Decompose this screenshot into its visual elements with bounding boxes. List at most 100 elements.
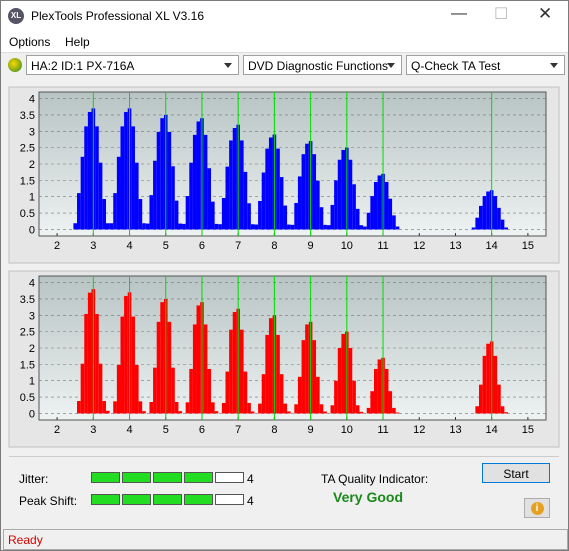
x-tick-label: 14 bbox=[486, 240, 498, 252]
bar bbox=[370, 196, 374, 230]
bar bbox=[373, 368, 378, 414]
bar bbox=[316, 180, 320, 230]
bar bbox=[211, 402, 215, 414]
close[interactable]: ✕ bbox=[538, 4, 553, 23]
y-tick-label: 0.5 bbox=[20, 208, 35, 220]
function-select[interactable]: DVD Diagnostic Functions bbox=[243, 55, 402, 75]
x-tick-label: 8 bbox=[271, 424, 277, 436]
minimize[interactable]: — bbox=[451, 5, 467, 22]
bar bbox=[134, 162, 139, 230]
x-tick-label: 4 bbox=[126, 240, 132, 252]
x-tick-label: 9 bbox=[308, 240, 314, 252]
bar bbox=[254, 224, 259, 230]
bar bbox=[341, 149, 346, 230]
meter-segment bbox=[122, 472, 151, 483]
bar bbox=[334, 380, 338, 414]
bar bbox=[218, 224, 222, 230]
x-tick-label: 15 bbox=[522, 240, 534, 252]
bar bbox=[312, 154, 317, 230]
bar bbox=[98, 162, 103, 230]
bar bbox=[196, 305, 201, 414]
bar bbox=[160, 118, 164, 230]
x-tick-label: 12 bbox=[413, 424, 425, 436]
jitter-label: Jitter: bbox=[19, 472, 49, 486]
bar bbox=[370, 391, 374, 414]
bar bbox=[366, 407, 371, 414]
bar bbox=[84, 126, 88, 230]
x-tick-label: 5 bbox=[163, 240, 169, 252]
bar bbox=[276, 148, 280, 230]
bar bbox=[319, 404, 324, 414]
bar bbox=[171, 367, 175, 414]
bar bbox=[243, 371, 248, 414]
bar bbox=[341, 333, 346, 414]
bar bbox=[178, 223, 183, 230]
bar bbox=[149, 195, 154, 230]
bar bbox=[167, 131, 172, 230]
bar bbox=[305, 143, 309, 230]
bar bbox=[98, 363, 103, 414]
meter-segment bbox=[184, 494, 213, 505]
bar bbox=[211, 201, 215, 230]
bar bbox=[138, 401, 143, 414]
y-tick-label: 3 bbox=[29, 126, 35, 138]
bar bbox=[301, 154, 306, 230]
bar bbox=[294, 404, 298, 414]
start-button[interactable]: Start bbox=[482, 463, 550, 483]
bar bbox=[504, 227, 508, 230]
bar bbox=[102, 401, 106, 414]
ta-quality-label: TA Quality Indicator: bbox=[321, 472, 429, 486]
ta-quality-result: Very Good bbox=[333, 489, 404, 505]
bar bbox=[479, 384, 483, 414]
bar bbox=[207, 368, 212, 414]
bar bbox=[261, 172, 266, 230]
bar bbox=[359, 225, 364, 230]
bar bbox=[153, 160, 157, 230]
bar bbox=[142, 223, 146, 230]
bar bbox=[243, 171, 248, 230]
bar bbox=[178, 411, 183, 414]
x-tick-label: 14 bbox=[486, 424, 498, 436]
bar bbox=[258, 403, 262, 414]
bar bbox=[265, 334, 269, 414]
meter-segment bbox=[215, 472, 244, 483]
bar bbox=[359, 411, 364, 414]
menu-item[interactable]: Help bbox=[65, 35, 90, 49]
menu-item[interactable]: Options bbox=[9, 35, 51, 49]
bar bbox=[265, 148, 269, 230]
bar bbox=[221, 402, 226, 414]
x-tick-label: 4 bbox=[126, 424, 132, 436]
bar bbox=[326, 225, 331, 230]
bar bbox=[95, 313, 99, 414]
bar bbox=[239, 140, 244, 230]
bar bbox=[330, 405, 335, 414]
bar bbox=[105, 223, 110, 230]
bar bbox=[319, 207, 324, 230]
meter-segment bbox=[153, 472, 182, 483]
bar bbox=[138, 199, 143, 230]
bar bbox=[475, 406, 480, 414]
y-tick-label: 3 bbox=[29, 310, 35, 322]
bar bbox=[388, 391, 393, 414]
bar bbox=[392, 215, 396, 230]
bar bbox=[348, 159, 353, 230]
meter-segment bbox=[153, 494, 182, 505]
bar bbox=[316, 376, 320, 414]
maximize[interactable]: ☐ bbox=[494, 6, 509, 23]
x-tick-label: 5 bbox=[163, 424, 169, 436]
drive-select[interactable]: HA:2 ID:1 PX-716A bbox=[26, 55, 239, 75]
bar bbox=[171, 166, 175, 230]
x-tick-label: 10 bbox=[341, 424, 353, 436]
meter-segment bbox=[91, 494, 120, 505]
bar bbox=[153, 367, 157, 414]
test-select[interactable]: Q-Check TA Test bbox=[406, 55, 565, 75]
bar bbox=[185, 402, 190, 414]
bar bbox=[268, 318, 273, 414]
x-tick-label: 12 bbox=[413, 240, 425, 252]
bar bbox=[283, 205, 288, 230]
info-button[interactable]: i bbox=[524, 498, 550, 518]
bar bbox=[102, 199, 106, 230]
y-tick-label: 2.5 bbox=[20, 327, 35, 339]
bar bbox=[337, 159, 342, 230]
